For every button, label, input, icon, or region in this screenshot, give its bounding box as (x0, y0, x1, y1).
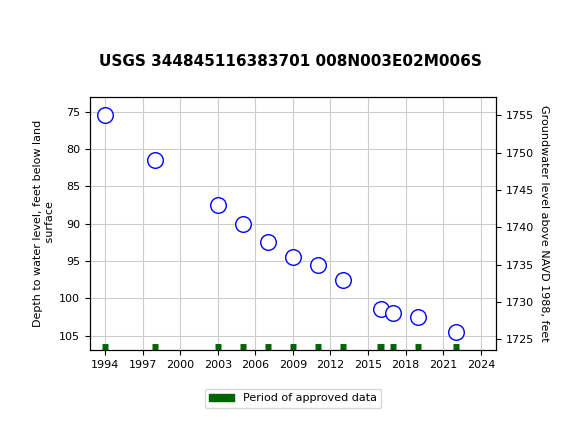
Point (100, 112, 110, 119)
Point (213, 202, 222, 209)
Point (451, 329, 461, 335)
Point (313, 261, 322, 268)
Point (414, 313, 423, 320)
Point (389, 310, 398, 316)
Legend: Period of approved data: Period of approved data (205, 389, 381, 408)
Point (150, 157, 160, 164)
Y-axis label: Groundwater level above NAVD 1988, feet: Groundwater level above NAVD 1988, feet (539, 105, 549, 342)
Point (263, 239, 273, 246)
Point (376, 306, 385, 313)
Text: ▓USGS: ▓USGS (9, 16, 78, 34)
Point (338, 276, 347, 283)
Point (238, 220, 248, 227)
Y-axis label: Depth to water level, feet below land
 surface: Depth to water level, feet below land su… (34, 120, 55, 327)
Text: USGS 344845116383701 008N003E02M006S: USGS 344845116383701 008N003E02M006S (99, 54, 481, 69)
Point (288, 254, 298, 261)
